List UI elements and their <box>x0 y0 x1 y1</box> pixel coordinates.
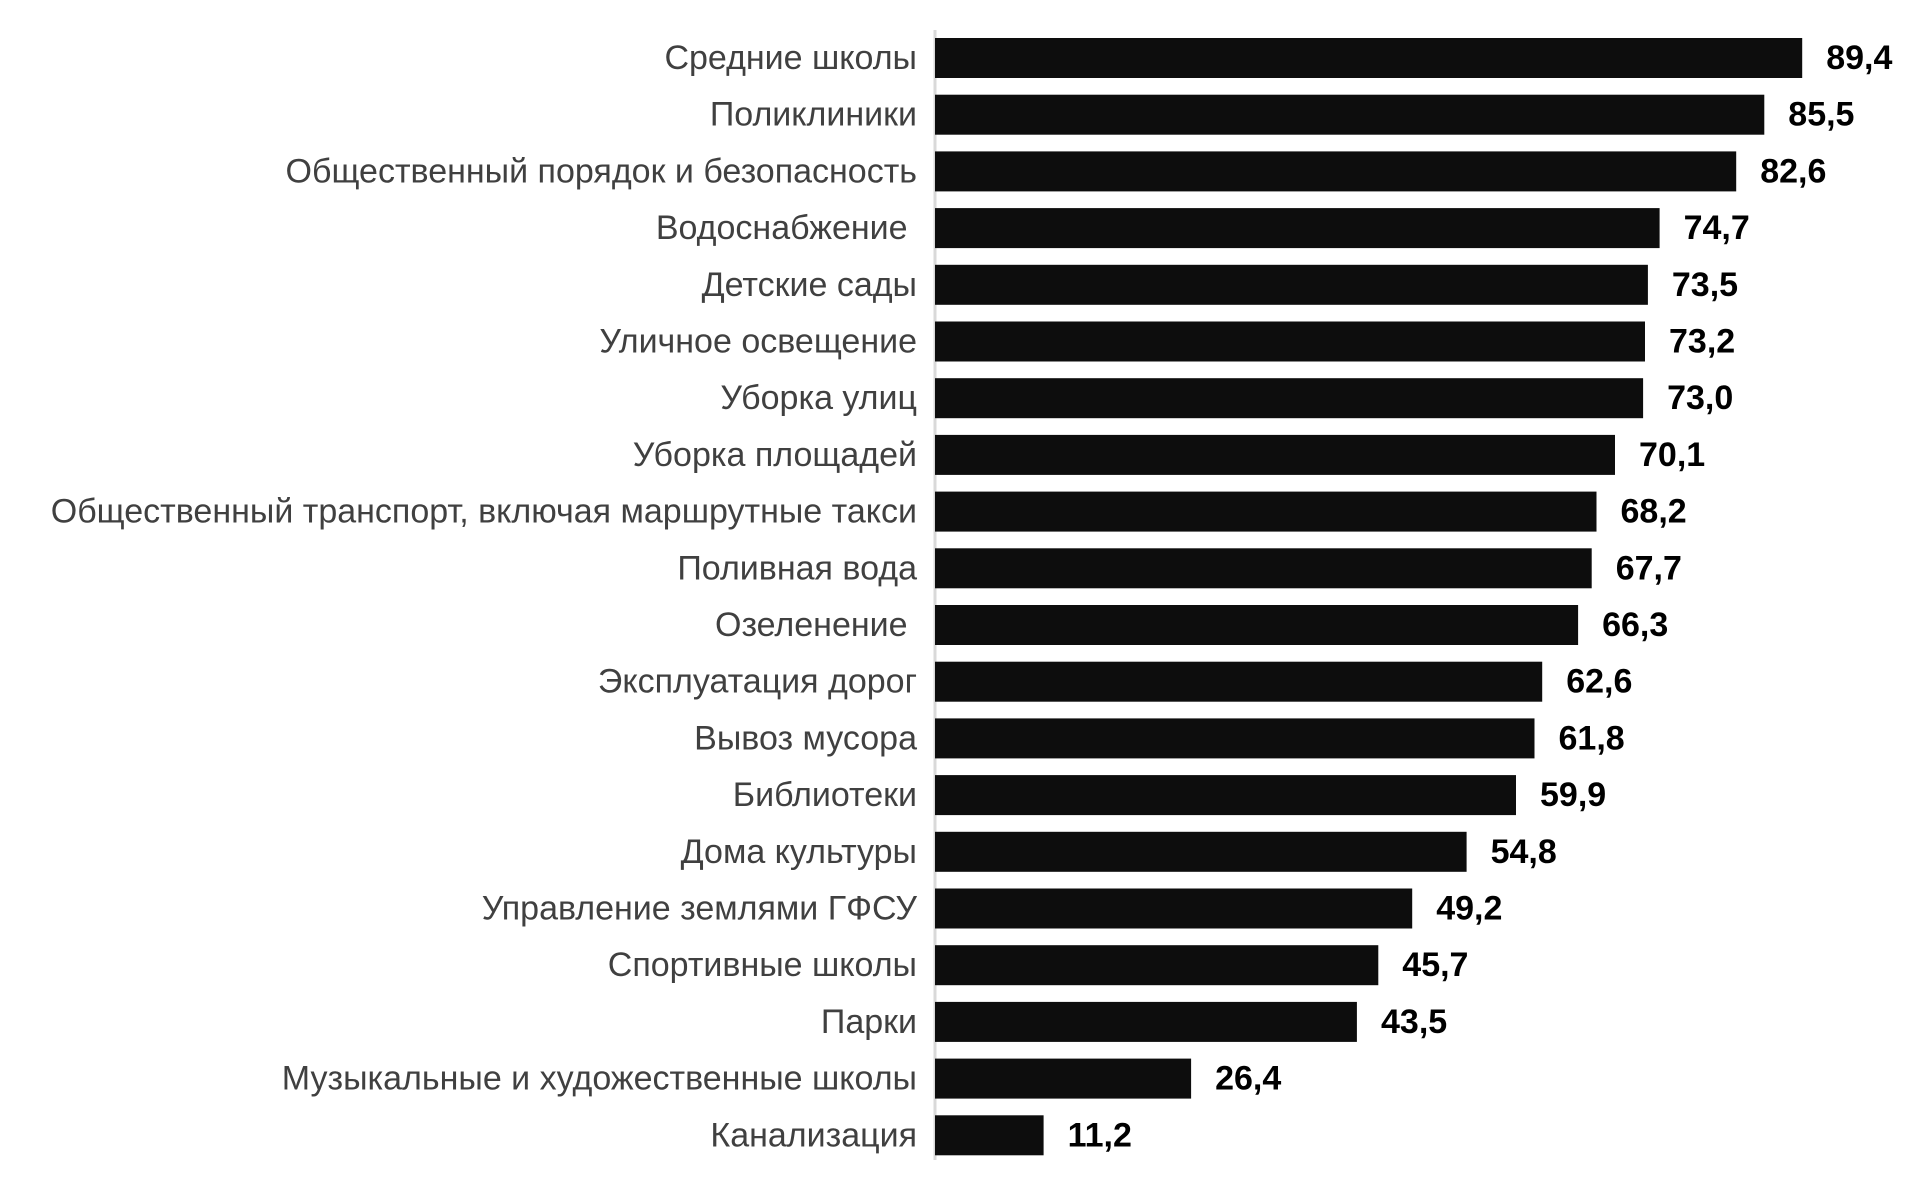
value-label: 73,2 <box>1669 323 1735 361</box>
category-label: Эксплуатация дорог <box>598 663 917 701</box>
category-label: Поликлиники <box>710 96 917 134</box>
category-label: Канализация <box>710 1116 917 1154</box>
category-label: Вывоз мусора <box>694 719 917 757</box>
category-label: Озеленение <box>715 606 917 644</box>
bar <box>935 321 1645 362</box>
bar <box>935 264 1648 305</box>
bar <box>935 208 1660 249</box>
value-label: 66,3 <box>1602 606 1668 644</box>
bar <box>935 491 1597 532</box>
category-label: Музыкальные и художественные школы <box>282 1060 917 1098</box>
bar <box>935 1115 1044 1156</box>
value-label: 68,2 <box>1621 493 1687 531</box>
value-label: 74,7 <box>1684 209 1750 247</box>
category-label: Управление землями ГФСУ <box>482 890 918 928</box>
bar <box>935 718 1535 759</box>
value-label: 54,8 <box>1491 833 1557 871</box>
value-label: 62,6 <box>1566 663 1632 701</box>
value-label: 26,4 <box>1215 1060 1281 1098</box>
category-label: Детские сады <box>702 266 917 304</box>
value-label: 43,5 <box>1381 1003 1447 1041</box>
bar <box>935 38 1803 78</box>
category-label: Уборка площадей <box>633 436 917 474</box>
category-label: Библиотеки <box>733 776 917 814</box>
value-label: 49,2 <box>1436 890 1502 928</box>
value-label: 73,5 <box>1672 266 1738 304</box>
category-label: Парки <box>821 1003 917 1041</box>
category-label: Спортивные школы <box>608 946 917 984</box>
value-label: 61,8 <box>1559 719 1625 757</box>
category-label: Водоснабжение <box>656 209 917 247</box>
bar <box>935 1058 1192 1099</box>
value-label: 82,6 <box>1760 152 1826 190</box>
category-label: Общественный транспорт, включая маршрутн… <box>51 493 917 531</box>
bar <box>935 775 1516 816</box>
value-label: 11,2 <box>1068 1116 1132 1154</box>
category-label: Поливная вода <box>677 549 917 587</box>
bar <box>935 151 1737 192</box>
value-label: 45,7 <box>1402 946 1468 984</box>
bar <box>935 94 1765 135</box>
bar <box>935 378 1644 419</box>
bar <box>935 548 1592 589</box>
bar <box>935 888 1413 929</box>
bar <box>935 945 1379 986</box>
value-label: 85,5 <box>1788 96 1854 134</box>
value-label: 70,1 <box>1639 436 1705 474</box>
value-label: 73,0 <box>1667 379 1733 417</box>
bar <box>935 831 1467 872</box>
bar <box>935 661 1543 702</box>
bar <box>935 1001 1357 1042</box>
value-label: 89,4 <box>1826 39 1892 77</box>
bar <box>935 605 1579 645</box>
value-label: 67,7 <box>1616 549 1682 587</box>
category-label: Уборка улиц <box>720 379 917 417</box>
category-label: Общественный порядок и безопасность <box>286 152 917 190</box>
bar <box>935 434 1615 475</box>
value-label: 59,9 <box>1540 776 1606 814</box>
category-label: Средние школы <box>664 39 917 77</box>
category-label: Уличное освещение <box>599 323 917 361</box>
category-label: Дома культуры <box>681 833 917 871</box>
